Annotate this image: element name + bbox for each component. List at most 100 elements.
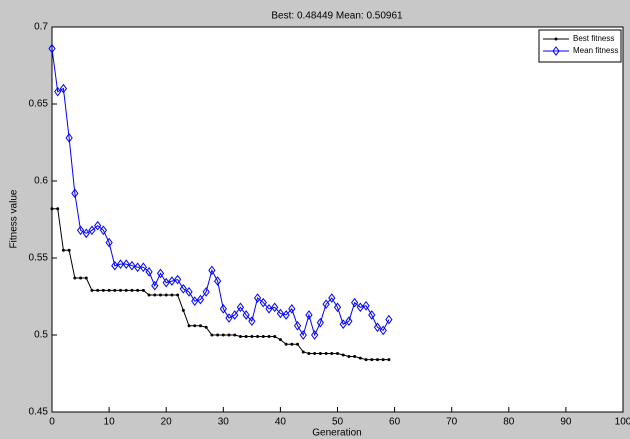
diamond-marker	[379, 325, 387, 336]
diamond-marker	[128, 260, 136, 271]
diamond-marker	[356, 302, 364, 313]
dot-marker	[141, 288, 145, 292]
dot-marker	[330, 351, 334, 355]
dot-marker	[358, 356, 362, 360]
dot-marker	[136, 288, 140, 292]
dot-marker	[284, 342, 288, 346]
dot-marker	[56, 207, 60, 211]
x-tick-label: 20	[161, 417, 173, 428]
dot-marker	[307, 351, 311, 355]
diamond-marker	[76, 225, 85, 236]
dot-marker	[238, 335, 242, 339]
diamond-marker	[151, 280, 159, 291]
dot-marker	[130, 288, 134, 292]
y-tick-label: 0.5	[34, 330, 48, 341]
diamond-marker	[71, 188, 79, 199]
y-tick-label: 0.7	[34, 22, 48, 33]
diamond-marker	[111, 260, 119, 271]
diamond-marker	[213, 276, 222, 286]
dot-marker	[375, 358, 379, 362]
dot-marker	[50, 207, 54, 211]
diamond-marker	[299, 330, 307, 340]
diamond-marker	[373, 322, 382, 333]
diamond-marker	[276, 308, 285, 319]
diamond-marker	[173, 274, 182, 285]
diamond-marker	[134, 262, 142, 273]
x-tick-label: 0	[49, 417, 55, 428]
dot-marker	[124, 288, 128, 292]
dot-marker	[221, 333, 225, 337]
dot-marker	[273, 335, 277, 339]
diamond-marker	[185, 287, 193, 297]
dot-marker	[90, 288, 94, 292]
dot-marker	[96, 288, 100, 292]
diamond-marker	[99, 225, 108, 236]
dot-marker	[313, 351, 317, 355]
diamond-marker	[82, 228, 90, 239]
dot-marker	[290, 342, 294, 346]
dot-marker	[381, 358, 385, 362]
diamond-marker	[162, 277, 170, 288]
diamond-marker	[202, 287, 210, 297]
x-tick-label: 50	[332, 417, 344, 428]
x-tick-label: 100	[615, 417, 630, 428]
diamond-marker	[253, 293, 262, 303]
dot-marker	[244, 335, 248, 339]
diamond-marker	[265, 303, 273, 314]
dot-marker	[370, 358, 374, 362]
diamond-marker	[368, 310, 376, 320]
dot-marker	[250, 335, 254, 339]
x-tick-label: 60	[389, 417, 401, 428]
dot-marker	[84, 276, 88, 280]
legend-label: Best fitness	[573, 34, 614, 43]
diamond-marker	[333, 302, 342, 313]
dot-marker	[164, 293, 168, 297]
y-tick-label: 0.55	[29, 253, 49, 264]
dot-marker	[554, 37, 558, 41]
dot-marker	[324, 351, 328, 355]
diamond-marker	[322, 299, 330, 310]
x-tick-label: 70	[446, 417, 458, 428]
diamond-marker	[362, 300, 370, 311]
dot-marker	[353, 355, 357, 359]
diamond-marker	[48, 43, 56, 54]
dot-marker	[187, 324, 191, 328]
dot-marker	[181, 308, 185, 312]
dot-marker	[107, 288, 111, 292]
diamond-marker	[219, 303, 227, 314]
diamond-marker	[59, 83, 68, 94]
dot-marker	[364, 358, 368, 362]
diamond-marker	[316, 317, 324, 328]
diamond-marker	[236, 302, 245, 313]
dot-marker	[113, 288, 117, 292]
y-tick-label: 0.6	[34, 176, 48, 187]
dot-marker	[301, 350, 305, 354]
x-tick-label: 80	[503, 417, 515, 428]
y-axis-label: Fitness value	[9, 189, 20, 248]
diamond-marker	[208, 265, 216, 276]
diamond-marker	[54, 86, 62, 97]
dot-marker	[336, 351, 339, 355]
diamond-marker	[225, 313, 233, 323]
diamond-marker	[94, 220, 102, 231]
diamond-marker	[282, 310, 290, 320]
diamond-marker	[293, 320, 302, 331]
diamond-marker	[328, 293, 336, 303]
dot-marker	[341, 353, 345, 357]
dot-marker	[278, 338, 282, 342]
dot-marker	[198, 324, 202, 328]
dot-marker	[387, 358, 391, 362]
x-tick-label: 10	[104, 417, 116, 428]
dot-marker	[233, 333, 237, 337]
diamond-marker	[116, 259, 125, 269]
diamond-marker	[179, 283, 187, 294]
diamond-marker	[271, 302, 279, 313]
x-axis-label: Generation	[312, 428, 361, 439]
diamond-marker	[65, 133, 73, 143]
diamond-marker	[248, 316, 256, 326]
diamond-marker	[385, 314, 393, 325]
diamond-marker	[156, 268, 165, 279]
diamond-marker	[339, 319, 347, 330]
dot-marker	[153, 293, 157, 297]
